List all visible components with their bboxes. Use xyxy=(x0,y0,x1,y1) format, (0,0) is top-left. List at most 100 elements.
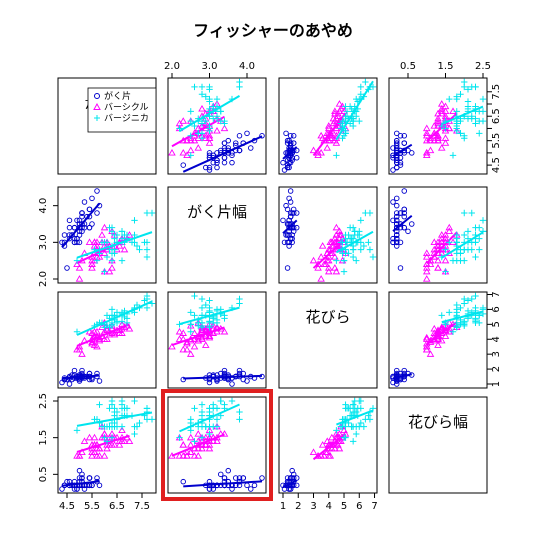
data-point-setosa xyxy=(284,265,291,271)
legend-label: バーシクル xyxy=(104,102,149,113)
data-point-virginica xyxy=(357,83,364,91)
data-point-virginica xyxy=(457,130,464,137)
data-point-virginica xyxy=(187,328,194,335)
data-point-virginica xyxy=(479,217,487,224)
data-point-virginica xyxy=(357,419,364,427)
data-point-setosa xyxy=(247,145,254,151)
data-point-virginica xyxy=(210,115,217,122)
data-point-versicolor xyxy=(100,249,109,256)
data-point-setosa xyxy=(61,232,68,238)
data-point-versicolor xyxy=(422,275,431,282)
data-point-virginica xyxy=(340,268,348,275)
data-point-virginica xyxy=(217,397,224,405)
data-point-virginica xyxy=(206,405,213,412)
data-point-versicolor xyxy=(437,104,446,112)
data-point-virginica xyxy=(131,423,138,430)
regression-line-versicolor xyxy=(312,238,347,269)
data-point-virginica xyxy=(479,108,487,115)
data-point-versicolor xyxy=(437,238,446,245)
data-point-virginica xyxy=(464,86,472,93)
data-point-setosa xyxy=(286,195,292,202)
data-point-setosa xyxy=(390,199,396,205)
data-point-virginica xyxy=(111,235,118,242)
data-point-virginica xyxy=(360,242,368,250)
data-point-virginica xyxy=(148,416,156,423)
data-point-versicolor xyxy=(434,131,442,139)
regression-line-virginica xyxy=(179,403,240,433)
data-point-versicolor xyxy=(105,441,114,448)
data-point-setosa xyxy=(96,378,103,384)
data-point-versicolor xyxy=(115,242,124,249)
data-point-setosa xyxy=(394,195,400,202)
data-point-virginica xyxy=(353,257,360,264)
data-point-virginica xyxy=(468,209,475,217)
data-point-setosa xyxy=(394,164,400,171)
data-point-versicolor xyxy=(434,264,442,271)
data-point-versicolor xyxy=(205,444,214,452)
panel-frame xyxy=(388,396,488,494)
data-point-setosa xyxy=(284,164,291,171)
data-point-versicolor xyxy=(434,341,442,348)
data-point-versicolor xyxy=(198,333,206,341)
regression-line-versicolor xyxy=(171,326,225,346)
data-point-virginica xyxy=(354,231,361,239)
data-point-versicolor xyxy=(120,437,129,444)
data-point-versicolor xyxy=(194,144,203,151)
data-point-setosa xyxy=(64,478,70,485)
data-point-virginica xyxy=(191,292,198,300)
data-point-setosa xyxy=(206,152,213,159)
data-point-setosa xyxy=(89,376,95,383)
data-point-virginica xyxy=(349,401,357,408)
data-point-versicolor xyxy=(426,350,435,357)
data-point-setosa xyxy=(217,471,224,478)
data-point-versicolor xyxy=(198,104,206,112)
data-point-versicolor xyxy=(426,146,435,154)
tick-label: 6 xyxy=(356,501,362,512)
data-point-setosa xyxy=(180,376,186,383)
data-point-virginica xyxy=(468,246,475,253)
data-point-versicolor xyxy=(340,426,348,433)
tick-label: 3.0 xyxy=(202,61,218,72)
data-point-versicolor xyxy=(220,124,229,132)
data-point-setosa xyxy=(397,265,404,271)
panel-frame xyxy=(278,186,378,284)
data-point-versicolor xyxy=(103,326,111,333)
data-point-virginica xyxy=(442,125,449,132)
regression-line-versicolor xyxy=(171,433,225,457)
data-point-versicolor xyxy=(320,452,328,459)
data-point-virginica xyxy=(461,209,468,217)
data-point-virginica xyxy=(346,120,354,127)
data-point-virginica xyxy=(191,312,198,319)
data-point-setosa xyxy=(287,213,294,220)
data-point-virginica xyxy=(108,246,116,253)
data-point-virginica xyxy=(457,257,464,264)
data-point-virginica xyxy=(476,246,483,253)
tick-label: 4.0 xyxy=(239,61,255,72)
data-point-versicolor xyxy=(175,335,184,342)
data-point-setosa xyxy=(405,228,411,235)
data-point-virginica xyxy=(136,419,143,427)
legend-marker xyxy=(93,102,101,110)
data-point-setosa xyxy=(394,243,400,249)
data-point-virginica xyxy=(221,315,228,322)
data-point-virginica xyxy=(449,152,457,159)
data-point-setosa xyxy=(286,228,292,235)
data-point-setosa xyxy=(214,159,220,166)
data-point-versicolor xyxy=(328,238,336,245)
data-point-virginica xyxy=(353,430,360,438)
data-point-versicolor xyxy=(105,330,114,338)
data-point-setosa xyxy=(206,486,213,492)
data-point-setosa xyxy=(287,188,294,194)
data-point-versicolor xyxy=(441,234,450,242)
data-point-versicolor xyxy=(318,242,327,249)
panel-frame xyxy=(167,186,267,284)
panel-frame xyxy=(388,186,488,284)
data-point-versicolor xyxy=(120,245,129,253)
data-point-versicolor xyxy=(179,117,188,124)
data-point-versicolor xyxy=(103,335,111,342)
regression-line-virginica xyxy=(76,411,153,427)
data-point-versicolor xyxy=(90,433,99,441)
data-point-setosa xyxy=(409,150,415,156)
data-point-virginica xyxy=(351,228,358,235)
regression-line-virginica xyxy=(179,306,240,325)
